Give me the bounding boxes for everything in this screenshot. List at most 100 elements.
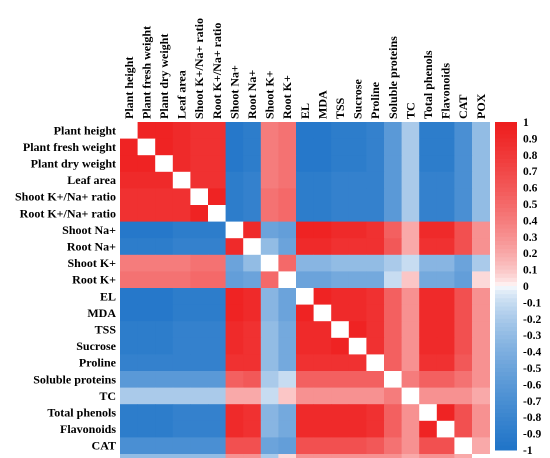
cell-plant-fresh-weight-x-cat: [454, 138, 473, 156]
cell-sucrose-x-shoot-na: [225, 337, 244, 355]
cell-plant-fresh-weight-x-pox: [472, 138, 490, 156]
cell-shoot-k-na-ratio-x-flavonoids: [436, 188, 455, 206]
cell-root-k-na-ratio-x-tss: [331, 205, 350, 222]
cell-root-k-x-tc: [401, 271, 420, 289]
colorbar-segment: [495, 154, 517, 160]
cell-root-k-x-root-k: [278, 271, 297, 289]
cell-cat-x-pox: [472, 437, 490, 455]
cell-el-x-tss: [331, 288, 350, 305]
colorbar-segment: [495, 396, 517, 402]
cell-plant-dry-weight-x-plant-dry-weight: [155, 155, 174, 173]
cell-flavonoids-x-tss: [331, 420, 350, 438]
colorbar-segment: [495, 179, 517, 184]
cell-root-k-na-ratio-x-root-na: [243, 205, 262, 222]
cell-sucrose-x-plant-dry-weight: [155, 337, 174, 355]
colorbar-segment: [495, 368, 517, 373]
cell-plant-dry-weight-x-root-na: [243, 155, 262, 173]
cell-el-x-shoot-k-na-ratio: [190, 288, 209, 305]
cell-flavonoids-x-plant-dry-weight: [155, 420, 174, 438]
cell-plant-height-x-plant-dry-weight: [155, 122, 174, 139]
row-label-proline: Proline: [79, 356, 117, 370]
row-label-pox: POX: [91, 455, 117, 458]
cell-soluble-proteins-x-shoot-na: [225, 371, 244, 388]
cell-plant-fresh-weight-x-mda: [313, 138, 332, 156]
cell-shoot-k-x-mda: [313, 254, 332, 272]
cell-shoot-na-x-proline: [366, 221, 385, 239]
cell-root-na-x-soluble-proteins: [384, 238, 402, 256]
col-label-tss: TSS: [333, 97, 347, 119]
colorbar-segment: [495, 187, 517, 193]
cell-plant-dry-weight-x-tc: [401, 155, 420, 173]
cell-shoot-k-x-shoot-k: [260, 254, 279, 272]
colorbar-segment: [495, 318, 517, 324]
colorbar-tick-label: 0.2: [523, 248, 538, 260]
cell-tss-x-plant-dry-weight: [155, 321, 174, 339]
cell-pox-x-tss: [331, 454, 350, 458]
cell-total-phenols-x-flavonoids: [436, 404, 455, 422]
cell-flavonoids-x-plant-height: [120, 420, 138, 438]
colorbar-segment: [495, 265, 517, 271]
cell-mda-x-leaf-area: [172, 304, 191, 322]
cell-soluble-proteins-x-root-k-na-ratio: [208, 371, 226, 388]
cell-root-k-x-shoot-k: [260, 271, 279, 289]
cell-flavonoids-x-mda: [313, 420, 332, 438]
cell-plant-fresh-weight-x-tc: [401, 138, 420, 156]
cell-mda-x-flavonoids: [436, 304, 455, 322]
colorbar-tick-label: 0.7: [523, 166, 538, 178]
cell-plant-height-x-cat: [454, 122, 473, 139]
cell-root-k-na-ratio-x-shoot-k: [260, 205, 279, 222]
cell-tc-x-cat: [454, 387, 473, 405]
cell-plant-dry-weight-x-proline: [366, 155, 385, 173]
cell-shoot-k-x-soluble-proteins: [384, 254, 402, 272]
cell-el-x-tc: [401, 288, 420, 305]
cell-leaf-area-x-el: [296, 171, 314, 189]
cell-root-k-na-ratio-x-flavonoids: [436, 205, 455, 222]
cell-pox-x-root-na: [243, 454, 262, 458]
col-label-plant-dry-weight: Plant dry weight: [157, 34, 171, 119]
colorbar-segment: [495, 216, 517, 221]
colorbar-segment: [495, 409, 517, 414]
cell-tc-x-total-phenols: [419, 387, 438, 405]
cell-plant-height-x-shoot-na: [225, 122, 244, 139]
cell-shoot-k-x-root-k: [278, 254, 297, 272]
cell-plant-height-x-root-k-na-ratio: [208, 122, 226, 139]
colorbar-segment: [495, 220, 517, 225]
cell-proline-x-flavonoids: [436, 354, 455, 372]
colorbar-tick-label: 0.1: [523, 265, 538, 277]
cell-root-na-x-shoot-na: [225, 238, 244, 256]
colorbar-segment: [495, 269, 517, 275]
col-label-leaf-area: Leaf area: [175, 70, 189, 119]
cell-root-k-x-mda: [313, 271, 332, 289]
cell-root-na-x-plant-height: [120, 238, 138, 256]
cell-shoot-k-x-root-k-na-ratio: [208, 254, 226, 272]
cell-proline-x-root-k: [278, 354, 297, 372]
cell-el-x-soluble-proteins: [384, 288, 402, 305]
cell-sucrose-x-total-phenols: [419, 337, 438, 355]
cell-plant-height-x-mda: [313, 122, 332, 139]
row-label-plant-fresh-weight: Plant fresh weight: [23, 140, 116, 154]
cell-leaf-area-x-cat: [454, 171, 473, 189]
cell-plant-height-x-plant-height: [120, 122, 138, 139]
cell-shoot-k-na-ratio-x-plant-dry-weight: [155, 188, 174, 206]
cell-tc-x-el: [296, 387, 314, 405]
cell-plant-fresh-weight-x-total-phenols: [419, 138, 438, 156]
cell-shoot-na-x-plant-height: [120, 221, 138, 239]
colorbar-tick-label: 0.8: [523, 150, 538, 162]
cell-plant-dry-weight-x-cat: [454, 155, 473, 173]
cell-leaf-area-x-leaf-area: [172, 171, 191, 189]
cell-tc-x-root-na: [243, 387, 262, 405]
colorbar-segment: [495, 240, 517, 246]
cell-tss-x-root-k: [278, 321, 297, 339]
cell-el-x-root-na: [243, 288, 262, 305]
cell-tc-x-tss: [331, 387, 350, 405]
cell-proline-x-proline: [366, 354, 385, 372]
colorbar-segment: [495, 224, 517, 230]
cell-flavonoids-x-plant-fresh-weight: [137, 420, 156, 438]
cell-cat-x-plant-height: [120, 437, 138, 455]
cell-root-k-x-shoot-k-na-ratio: [190, 271, 209, 289]
cell-proline-x-shoot-k-na-ratio: [190, 354, 209, 372]
cell-plant-fresh-weight-x-root-na: [243, 138, 262, 156]
cell-leaf-area-x-tc: [401, 171, 420, 189]
cell-tss-x-tc: [401, 321, 420, 339]
cell-total-phenols-x-root-k-na-ratio: [208, 404, 226, 422]
